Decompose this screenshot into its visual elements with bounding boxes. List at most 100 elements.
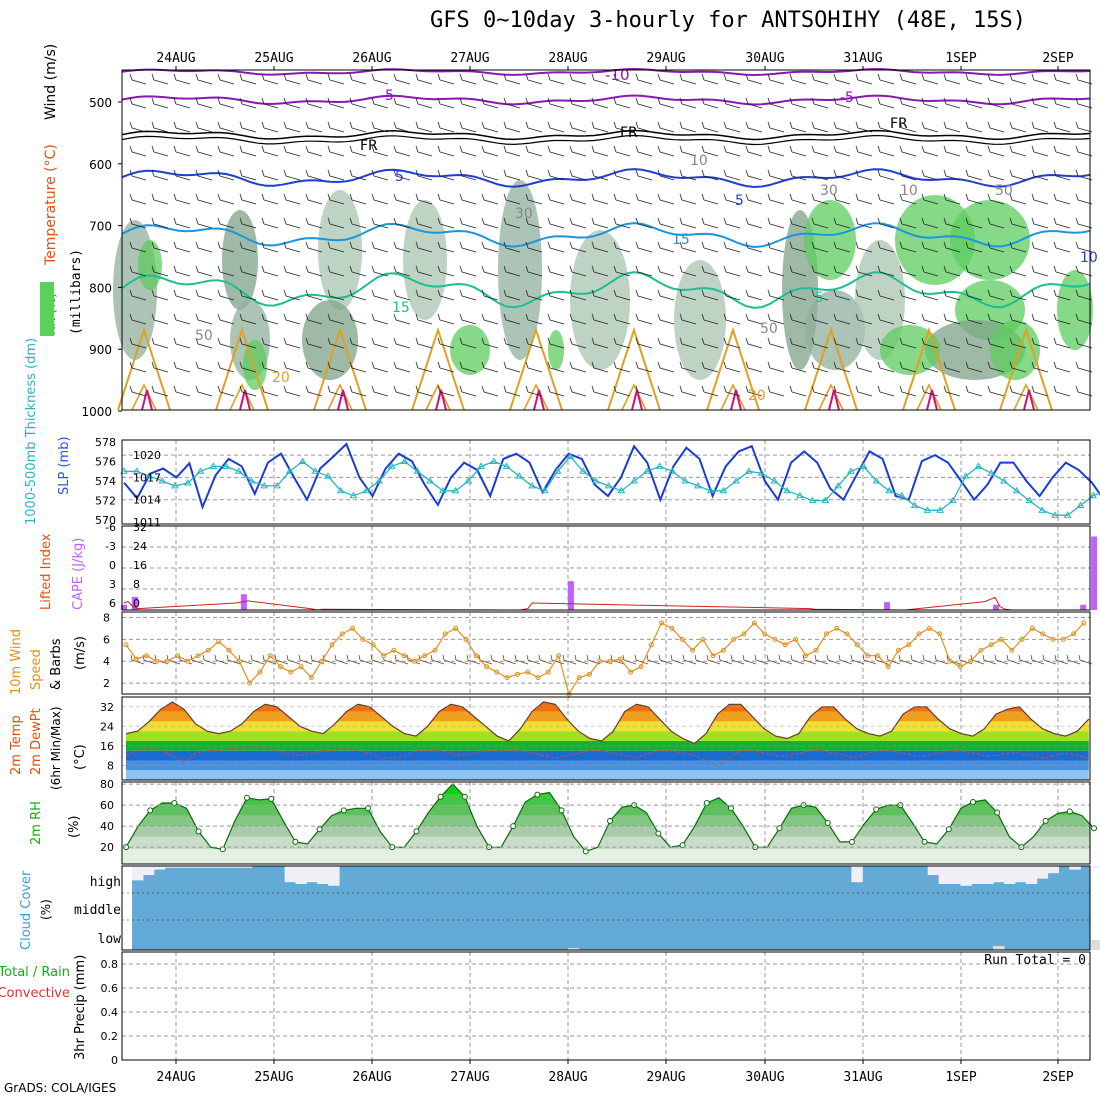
rh-shading xyxy=(570,230,630,370)
thickness-marker xyxy=(553,467,562,474)
wind-barb xyxy=(151,97,169,109)
wind-barb xyxy=(811,193,829,205)
wind-barb xyxy=(547,169,565,181)
wind-barb xyxy=(1053,313,1071,325)
thickness-tick-label: 576 xyxy=(95,456,116,469)
wind-barb xyxy=(1053,169,1071,181)
wind-barb xyxy=(305,265,323,277)
date-label-bottom: 24AUG xyxy=(156,1070,195,1085)
rh-tick-label: 20 xyxy=(100,841,114,854)
wind-barb xyxy=(569,193,587,205)
wind-barb xyxy=(547,241,565,253)
surface-wind-barb xyxy=(1042,654,1057,665)
temp30-contour xyxy=(239,389,251,411)
cloud-high-gap xyxy=(328,866,340,886)
wind-barb xyxy=(525,193,543,205)
surface-wind-barb xyxy=(334,654,349,665)
cape-bar xyxy=(121,604,127,610)
wind-barb xyxy=(195,313,213,325)
wind-barb xyxy=(195,217,213,229)
wind-barb xyxy=(129,337,147,349)
cape-bar xyxy=(884,602,890,610)
surface-wind-barb xyxy=(1006,654,1021,665)
wind-barb xyxy=(833,361,851,373)
wind-barb xyxy=(745,193,763,205)
wind-barb xyxy=(503,337,521,349)
wind-barb xyxy=(283,361,301,373)
wind-barb xyxy=(437,337,455,349)
wind-barb xyxy=(657,265,675,277)
panel-frame-temp xyxy=(121,696,1091,781)
wind-barb xyxy=(371,169,389,181)
surface-wind-barb xyxy=(982,654,997,665)
precip-tick-label: 0.8 xyxy=(101,958,119,971)
wind-barb xyxy=(151,289,169,301)
wind-barb xyxy=(635,313,653,325)
rh-marker xyxy=(147,807,154,814)
wind-barb xyxy=(349,361,367,373)
temp20-contour xyxy=(607,326,661,411)
wind-barb xyxy=(261,217,279,229)
wind-barb xyxy=(921,313,939,325)
wind-barb xyxy=(855,169,873,181)
wind-barb xyxy=(371,121,389,133)
wind-barb xyxy=(899,361,917,373)
wind-barb xyxy=(547,337,565,349)
wind-barb xyxy=(129,73,147,85)
wind-barb xyxy=(239,385,257,397)
wind-barb xyxy=(503,361,521,373)
wind-barb xyxy=(217,145,235,157)
wind-barb xyxy=(283,97,301,109)
wind-barb xyxy=(217,169,235,181)
wind-barb xyxy=(767,385,785,397)
wind-barb xyxy=(613,217,631,229)
wind-barb xyxy=(371,289,389,301)
surface-wind-barb xyxy=(202,654,217,665)
wind-barb xyxy=(173,169,191,181)
cloud-high-gap xyxy=(982,866,994,884)
date-label-bottom: 29AUG xyxy=(646,1070,685,1085)
wind-barb xyxy=(965,217,983,229)
wind-barb xyxy=(767,241,785,253)
wind-tick-label: 6 xyxy=(103,633,110,646)
wind-barb xyxy=(943,169,961,181)
rh-shading xyxy=(138,240,162,290)
wind-barb xyxy=(833,289,851,301)
wind-barb xyxy=(745,361,763,373)
wind-barb xyxy=(679,385,697,397)
wind-barb xyxy=(415,289,433,301)
cloud-high-gap xyxy=(230,866,242,868)
wind-barb xyxy=(613,337,631,349)
precip-tick-label: 0 xyxy=(111,1054,118,1067)
wind-barb xyxy=(877,337,895,349)
wind-barb xyxy=(679,97,697,109)
wind-barb xyxy=(305,289,323,301)
wind-barb xyxy=(503,145,521,157)
wind-barb xyxy=(503,169,521,181)
wind-barb xyxy=(393,121,411,133)
wind-barb xyxy=(635,73,653,85)
wind-barb xyxy=(283,289,301,301)
surface-wind-barb xyxy=(1030,654,1045,665)
wind-barb xyxy=(525,121,543,133)
wind-barb xyxy=(635,193,653,205)
wind-barb xyxy=(371,265,389,277)
wind-barb xyxy=(943,121,961,133)
wind-barb xyxy=(371,73,389,85)
wind-barb xyxy=(701,121,719,133)
wind-barb xyxy=(943,337,961,349)
surface-wind-barb xyxy=(130,654,145,665)
wind-barb xyxy=(459,73,477,85)
wind-barb xyxy=(635,289,653,301)
wind-barb xyxy=(305,73,323,85)
wind-barb xyxy=(525,313,543,325)
wind-barb xyxy=(393,193,411,205)
wind-barb xyxy=(987,265,1005,277)
contour-label: 10 xyxy=(690,153,708,169)
cloud-high-gap xyxy=(938,866,950,884)
date-label-top: 26AUG xyxy=(352,51,391,66)
wind-barb xyxy=(569,361,587,373)
wind-barb xyxy=(987,241,1005,253)
cape-tick-label: 8 xyxy=(133,578,140,591)
wind-barb xyxy=(1009,289,1027,301)
